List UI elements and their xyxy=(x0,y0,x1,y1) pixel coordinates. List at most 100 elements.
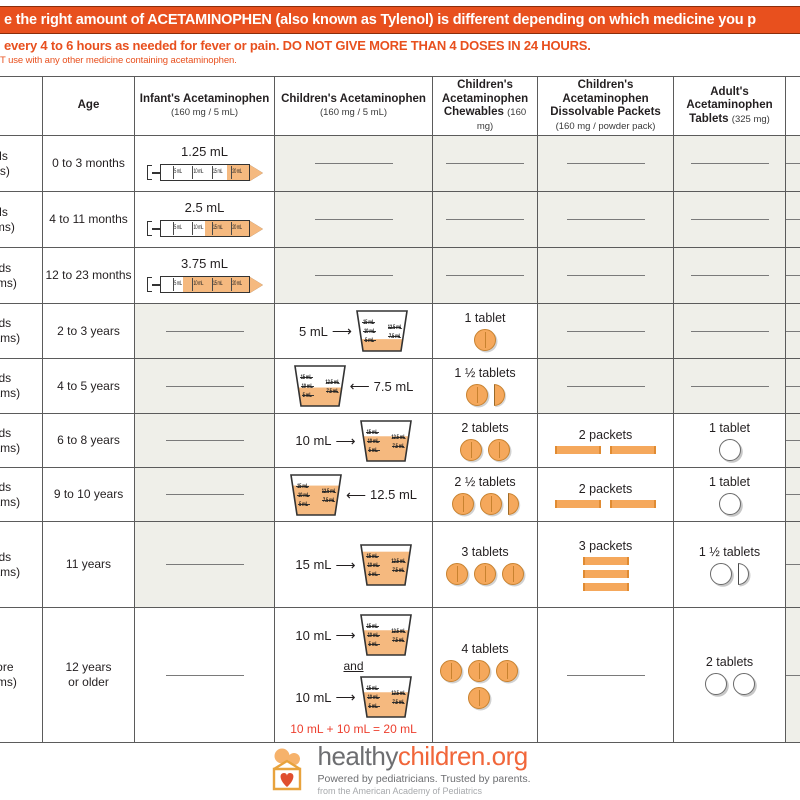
chewable-tablet-icon xyxy=(468,659,490,682)
cell-weight: ndsgrams) xyxy=(0,413,43,469)
col-header-dissolvable-packets: Children's Acetaminophen Dissolvable Pac… xyxy=(537,75,674,137)
cell-infant: 2.5 mL 5 mL 10 mL 15 mL 20 mL xyxy=(134,191,275,249)
cell-infant xyxy=(134,607,275,744)
adult-tablet-icon xyxy=(704,673,727,696)
cup-tick-15ml: 15 mL xyxy=(366,551,378,560)
dosing-cup-graphic: 15 mL 10 mL 5 mL 12.5 mL 7.5 mL xyxy=(359,614,412,657)
chewable-half-tablet-icon xyxy=(507,492,519,515)
adult-half-tablet-icon xyxy=(738,562,749,585)
cup-scale-marks: 15 mL 10 mL 5 mL 12.5 mL 7.5 mL xyxy=(356,310,408,352)
syringe-plunger-icon xyxy=(146,277,152,293)
chewable-tablet-icon xyxy=(440,659,462,682)
syringe-barrel: 5 mL 10 mL 15 mL 20 mL xyxy=(159,220,250,238)
not-applicable-dash xyxy=(566,330,645,332)
cup-tick-75ml: 7.5 mL xyxy=(388,332,401,340)
cup-tick-125ml: 12.5 mL xyxy=(321,486,336,495)
dosage-table-wrap: Age Infant's Acetaminophen (160 mg / 5 m… xyxy=(0,75,800,744)
syringe-tick xyxy=(211,222,213,236)
cell-age: 2 to 3 years xyxy=(42,303,135,360)
cell-infant: 1.25 mL 5 mL 10 mL 15 mL 20 mL xyxy=(134,135,275,193)
chewable-tablet-icon xyxy=(479,492,502,515)
cell-adult: 2 tablets xyxy=(673,607,786,744)
cup-scale-marks: 15 mL 10 mL 5 mL 12.5 mL 7.5 mL xyxy=(360,614,412,656)
arrow-right-icon: ⟶ xyxy=(335,689,356,706)
dosage-table: Age Infant's Acetaminophen (160 mg / 5 m… xyxy=(0,75,800,744)
syringe-rod xyxy=(151,283,160,286)
cell-adult2 xyxy=(785,303,800,360)
cell-adult2 xyxy=(785,413,800,469)
cell-childliq xyxy=(274,135,433,193)
not-applicable-dash xyxy=(566,385,645,387)
dose-amount-label: 1.25 mL xyxy=(181,144,228,160)
table-row: dsns) 0 to 3 months 1.25 mL 5 mL 10 mL 1… xyxy=(0,135,800,193)
cup-tick-15ml: 15 mL xyxy=(366,622,378,630)
tablet-graphic-row xyxy=(433,659,525,709)
cup-dose-block: 15 mL 10 mL 5 mL 12.5 mL 7.5 mL ⟵ 7.5 mL xyxy=(275,365,432,408)
not-applicable-dash xyxy=(690,385,769,387)
adult-tablet-icon xyxy=(718,492,741,515)
col-header-age: Age xyxy=(42,75,135,137)
cell-childliq: 15 mL 10 mL 5 mL 12.5 mL 7.5 mL ⟵ 12.5 mL xyxy=(274,467,433,523)
cup-tick-125ml: 12.5 mL xyxy=(387,323,402,331)
cell-adult: 1 tablet xyxy=(673,413,786,469)
cell-infant xyxy=(134,303,275,360)
tablet-graphic-row xyxy=(433,329,537,352)
healthychildren-logo[interactable]: healthychildren.org Powered by pediatric… xyxy=(269,743,531,796)
cell-chew: 1 tablet xyxy=(432,303,538,360)
packet-graphic-group xyxy=(538,445,673,454)
cell-packets xyxy=(537,135,674,193)
powder-packet-icon xyxy=(582,556,629,565)
syringe-tick xyxy=(172,166,174,180)
syringe-tick-label: 15 mL xyxy=(212,166,223,175)
cell-age: 12 to 23 months xyxy=(42,247,135,305)
col-header-chewables: Children's Acetaminophen Chewables (160 … xyxy=(432,75,538,137)
tablet-graphic-row xyxy=(433,438,537,461)
col-header-childrens-liquid: Children's Acetaminophen (160 mg / 5 mL) xyxy=(274,75,433,137)
adult-tablet-icon xyxy=(710,562,732,585)
chewable-tablet-icon xyxy=(460,438,482,461)
cell-chew: 3 tablets xyxy=(432,521,538,609)
cell-packets: 3 packets xyxy=(537,521,674,609)
dose-amount-label: 2.5 mL xyxy=(184,200,225,216)
syringe-tick-label: 5 mL xyxy=(174,222,182,231)
cup-scale-marks: 15 mL 10 mL 5 mL 12.5 mL 7.5 mL xyxy=(294,365,346,407)
cell-packets xyxy=(537,303,674,360)
cup-tick-5ml: 5 mL xyxy=(368,445,378,454)
cup-tick-125ml: 12.5 mL xyxy=(391,432,406,441)
syringe-tick-label: 5 mL xyxy=(174,166,182,175)
double-cup-dose-block: 10 mL ⟶ 15 mL 10 mL 5 mL 12.5 mL 7.5 mL … xyxy=(275,614,432,736)
col-header-weight xyxy=(0,75,43,137)
cell-adult xyxy=(673,135,786,193)
cell-weight: norerams) xyxy=(0,607,43,744)
dose-count-label: 1 tablet xyxy=(464,311,506,326)
syringe-barrel: 5 mL 10 mL 15 mL 20 mL xyxy=(159,164,250,182)
powder-packet-icon xyxy=(582,582,629,591)
syringe-tick xyxy=(192,278,194,292)
cell-chew: 2 ½ tablets xyxy=(432,467,538,523)
not-applicable-dash xyxy=(786,564,800,566)
cup-tick-75ml: 7.5 mL xyxy=(322,495,335,504)
cup-tick-10ml: 10 mL xyxy=(297,490,310,499)
cell-chew xyxy=(432,135,538,193)
chewable-half-tablet-icon xyxy=(493,384,505,407)
not-applicable-dash xyxy=(786,219,800,221)
not-applicable-dash xyxy=(566,219,645,221)
tablet-graphic-row xyxy=(674,438,785,461)
cell-weight: ndsgrams) xyxy=(0,303,43,360)
conjunction-and: and xyxy=(343,659,364,674)
tablet-graphic-row xyxy=(433,384,537,407)
cup-scale-marks: 15 mL 10 mL 5 mL 12.5 mL 7.5 mL xyxy=(290,474,342,516)
dosing-cup-graphic: 15 mL 10 mL 5 mL 12.5 mL 7.5 mL xyxy=(359,419,412,462)
syringe-tick-label: 15 mL xyxy=(212,222,223,231)
arrow-right-icon: ⟶ xyxy=(335,556,356,573)
cup-tick-75ml: 7.5 mL xyxy=(392,698,405,706)
syringe-rod xyxy=(151,227,160,230)
arrow-left-icon: ⟵ xyxy=(345,486,367,503)
cup-dose-block-first: 10 mL ⟶ 15 mL 10 mL 5 mL 12.5 mL 7.5 mL xyxy=(295,614,412,657)
cell-weight: ndsgrams) xyxy=(0,358,43,415)
cell-infant xyxy=(134,521,275,609)
cup-tick-10ml: 10 mL xyxy=(367,693,379,701)
cell-chew xyxy=(432,191,538,249)
cell-adult: 1 tablet xyxy=(673,467,786,523)
dose-count-label: 4 tablets xyxy=(461,641,509,656)
